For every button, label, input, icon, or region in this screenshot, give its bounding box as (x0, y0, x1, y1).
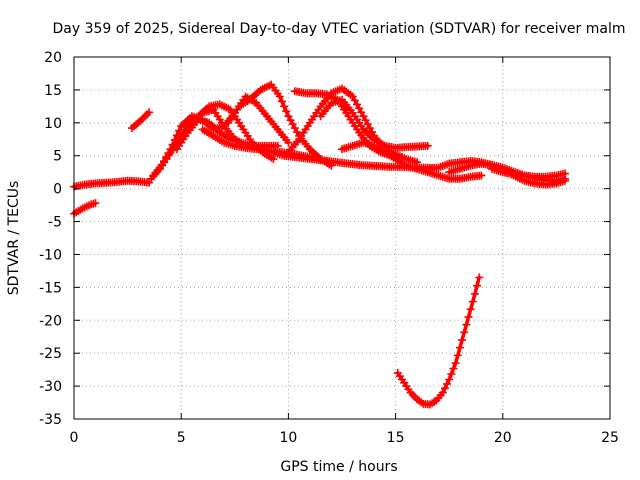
data-point (449, 364, 458, 373)
grid-lines (74, 57, 610, 419)
y-axis-label: SDTVAR / TECUs (6, 181, 22, 296)
data-point (145, 108, 154, 117)
data-point (327, 161, 336, 170)
data-points (70, 80, 569, 409)
data-point (455, 343, 464, 352)
data-point (477, 171, 486, 180)
y-tick-label: -25 (39, 346, 62, 362)
y-tick-label: -30 (39, 379, 62, 395)
y-tick-label: -20 (39, 313, 62, 329)
chart-title: Day 359 of 2025, Sidereal Day-to-day VTE… (53, 21, 626, 37)
series-arc-13 (338, 138, 486, 183)
data-point (453, 351, 462, 360)
series-arc-2 (70, 199, 100, 218)
x-tick-label: 0 (70, 430, 79, 446)
data-point (277, 97, 286, 106)
y-tick-label: -5 (48, 215, 62, 231)
data-point (464, 312, 473, 321)
data-point (462, 320, 471, 329)
y-tick-label: 5 (53, 149, 62, 165)
y-tick-label: -15 (39, 280, 62, 296)
data-point (170, 135, 179, 144)
series-arc-9 (224, 80, 336, 170)
x-tick-label: 10 (279, 430, 297, 446)
data-point (473, 281, 482, 290)
data-point (443, 379, 452, 388)
series-arc-4 (147, 105, 282, 183)
y-tick-label: 10 (44, 116, 62, 132)
y-tick-label: 0 (53, 182, 62, 198)
data-point (440, 384, 449, 393)
series-arc-8 (198, 125, 336, 167)
data-point (560, 176, 569, 185)
data-point (438, 388, 447, 397)
plot-frame (73, 56, 611, 420)
series-arc-1 (70, 176, 154, 191)
series-arc-16 (488, 164, 569, 181)
data-point (468, 297, 477, 306)
data-point (275, 92, 284, 101)
axis-ticks: 0 5 10 15 20 25 20 15 10 5 0 -5 -10 -15 -20 -25 -30 -35 (39, 50, 619, 446)
data-point (560, 169, 569, 178)
y-tick-label: 15 (44, 83, 62, 99)
data-point (470, 289, 479, 298)
data-point (175, 126, 184, 135)
x-axis-label: GPS time / hours (280, 459, 397, 475)
arc-line (395, 275, 481, 407)
data-point (284, 138, 293, 147)
data-point (172, 131, 181, 140)
data-point (451, 359, 460, 368)
data-point (458, 336, 467, 345)
data-point (280, 102, 289, 111)
data-point (91, 199, 100, 208)
data-point (460, 328, 469, 337)
y-tick-label: -35 (39, 412, 62, 428)
data-point (445, 375, 454, 384)
data-point (447, 370, 456, 379)
x-tick-label: 25 (601, 430, 619, 446)
data-point (282, 107, 291, 116)
data-point (475, 273, 484, 282)
x-tick-label: 20 (494, 430, 512, 446)
y-tick-label: -10 (39, 247, 62, 263)
data-point (466, 305, 475, 314)
series-arc-12 (316, 95, 432, 152)
series-arc-17 (393, 273, 484, 409)
x-tick-label: 15 (387, 430, 405, 446)
series-arc-3 (127, 108, 154, 133)
y-tick-label: 20 (44, 50, 62, 66)
data-point (423, 141, 432, 150)
data-point (168, 140, 177, 149)
x-tick-label: 5 (177, 430, 186, 446)
